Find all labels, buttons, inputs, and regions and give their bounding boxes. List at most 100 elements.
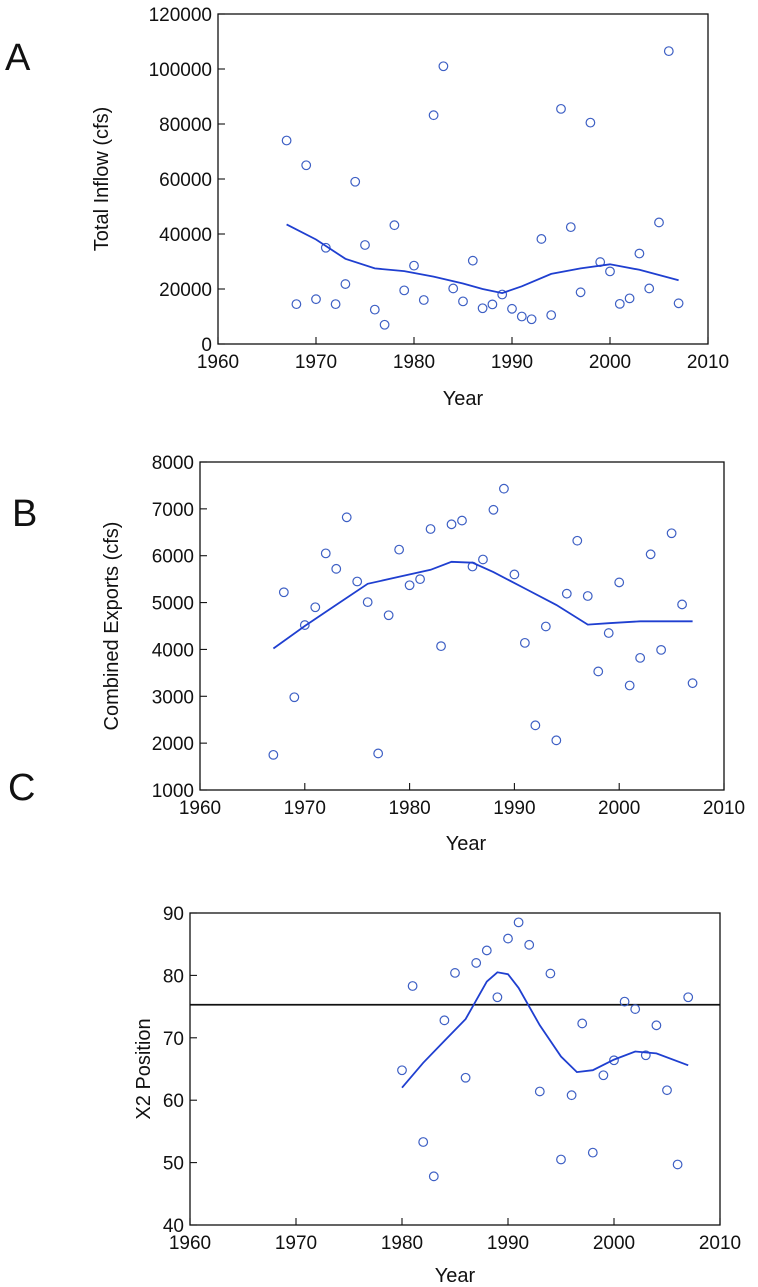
data-point	[524, 939, 535, 950]
data-point	[450, 968, 460, 978]
y-tick-label: 100000	[149, 60, 212, 81]
data-point	[526, 314, 537, 325]
x-tick-label: 1960	[197, 352, 239, 373]
data-point	[301, 160, 312, 171]
x-tick-label: 2000	[593, 1233, 635, 1254]
data-point	[438, 61, 449, 72]
data-point	[415, 574, 425, 585]
y-tick-label: 8000	[152, 453, 194, 474]
trend-line-b	[272, 560, 693, 650]
x-tick-label: 2000	[598, 798, 640, 819]
data-point	[556, 1154, 566, 1165]
data-point	[545, 968, 556, 979]
data-point	[418, 295, 429, 305]
panel-letter-a: A	[5, 37, 31, 79]
data-point	[289, 692, 300, 703]
data-point	[407, 981, 418, 991]
y-tick-label: 7000	[152, 500, 194, 521]
data-point	[577, 1018, 588, 1029]
data-point	[439, 1015, 450, 1026]
y-tick-label: 50	[163, 1154, 184, 1175]
data-point	[677, 599, 687, 610]
data-point	[460, 1072, 471, 1083]
data-point	[683, 992, 694, 1003]
data-point	[516, 311, 527, 322]
data-point	[551, 735, 562, 746]
data-point	[340, 279, 351, 289]
data-point	[311, 294, 321, 305]
data-point	[268, 749, 279, 760]
data-point	[640, 1050, 651, 1061]
data-point	[471, 958, 482, 968]
x-tick-label: 1960	[169, 1233, 211, 1254]
data-point	[546, 310, 557, 321]
data-point	[565, 222, 576, 233]
data-point	[519, 637, 530, 648]
data-point	[536, 234, 547, 244]
data-point	[672, 1159, 683, 1170]
data-point	[360, 240, 370, 250]
x-tick-label: 2010	[699, 1233, 741, 1254]
data-point	[330, 299, 341, 310]
y-tick-label: 6000	[152, 547, 194, 568]
data-point	[572, 535, 583, 546]
x-tick-label: 2010	[703, 798, 745, 819]
data-point	[614, 298, 625, 309]
data-point	[634, 248, 645, 259]
panel-c: C 1960 1970 1980 1990 2000 2010 405060708090 …	[8, 767, 741, 1287]
points-a	[281, 46, 684, 330]
y-tick-label: 1000	[152, 781, 194, 802]
trend-line-a	[286, 223, 679, 295]
data-point	[566, 1090, 577, 1101]
x-ticks-a: 1960 1970 1980 1990 2000 2010	[197, 337, 729, 373]
data-point	[487, 299, 498, 310]
plot-frame-a	[217, 13, 709, 345]
x-tick-label: 1970	[284, 798, 326, 819]
data-point	[540, 621, 551, 632]
data-point	[458, 296, 468, 307]
y-axis-label-b: Combined Exports (cfs)	[101, 522, 123, 731]
data-point	[582, 591, 593, 601]
x-ticks-c: 1960 1970 1980 1990 2000 2010	[169, 1218, 741, 1254]
data-point	[428, 110, 439, 121]
data-point	[310, 602, 321, 613]
x-tick-label: 2010	[687, 352, 729, 373]
y-ticks-b: 1000 2000 3000 4000 5000 6000 7000 8000	[152, 453, 207, 802]
y-tick-label: 3000	[152, 687, 194, 708]
data-point	[399, 285, 410, 296]
data-point	[352, 576, 363, 587]
y-tick-label: 40000	[159, 225, 212, 246]
data-point	[404, 580, 415, 591]
data-point	[425, 524, 436, 534]
data-point	[499, 483, 509, 494]
data-point	[603, 628, 614, 638]
y-tick-label: 60000	[159, 170, 212, 191]
data-point	[383, 610, 394, 621]
x-tick-label: 1980	[381, 1233, 423, 1254]
y-tick-label: 80	[163, 966, 184, 987]
x-axis-label-b: Year	[446, 833, 487, 855]
data-point	[397, 1065, 407, 1076]
data-point	[291, 299, 302, 310]
data-point	[379, 319, 390, 330]
y-tick-label: 120000	[149, 5, 212, 26]
x-tick-label: 1970	[275, 1233, 317, 1254]
data-point	[488, 504, 499, 515]
data-point	[651, 1020, 662, 1031]
data-point	[389, 220, 400, 231]
data-point	[654, 217, 664, 228]
x-tick-label: 1990	[493, 798, 535, 819]
data-point	[299, 620, 310, 630]
data-point	[673, 298, 684, 309]
data-point	[609, 1055, 619, 1066]
x-axis-label-c: Year	[435, 1265, 476, 1287]
x-tick-label: 1990	[487, 1233, 529, 1254]
panel-letter-b: B	[12, 493, 37, 535]
data-point	[467, 255, 478, 266]
y-tick-label: 80000	[159, 115, 212, 136]
data-point	[428, 1171, 439, 1182]
data-point	[350, 176, 361, 187]
data-point	[644, 283, 655, 294]
plot-frame-b	[199, 461, 725, 791]
